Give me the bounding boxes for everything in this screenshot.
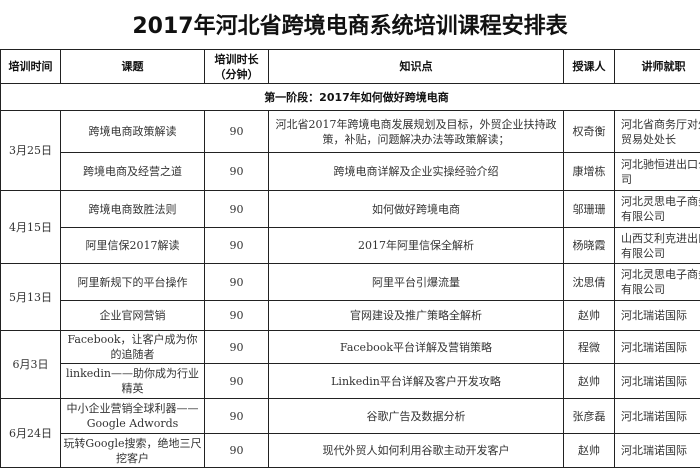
org-cell: 河北瑞诺国际 xyxy=(614,330,700,364)
date-cell: 6月3日 xyxy=(0,330,61,399)
schedule-table: 培训时间 课题 培训时长（分钟） 知识点 授课人 讲师就职 第一阶段：2017年… xyxy=(0,49,700,468)
table-row: 3月25日 跨境电商政策解读 90 河北省2017年跨境电商发展规划及目标，外贸企业扶… xyxy=(0,110,700,191)
points-cell: 如何做好跨境电商 xyxy=(268,190,564,228)
table-row: 4月15日跨境电商致胜法则90如何做好跨境电商邬珊珊河北灵思电子商务有限公司 xyxy=(0,190,700,264)
header-teacher: 授课人 xyxy=(563,49,615,84)
header-date: 培训时间 xyxy=(0,49,61,84)
date-cell: 3月25日 xyxy=(0,110,61,191)
header-points: 知识点 xyxy=(268,49,564,84)
points-cell: 官网建设及推广策略全解析 xyxy=(268,300,564,331)
topic-cell: 跨境电商政策解读 xyxy=(60,110,205,153)
teacher-cell: 邬珊珊 xyxy=(563,190,615,228)
table-row: linkedin——助你成为行业精英 90 Linkedin平台详解及客户开发攻略赵… xyxy=(1,363,700,399)
table-row: 阿里信保2017解读902017年阿里信保全解析杨晓霞山西艾利克进出口有限公司 xyxy=(1,227,700,264)
minutes-cell: 90 xyxy=(204,152,269,191)
topic-cell: 中小企业营销全球利器——Google Adwords xyxy=(60,398,205,434)
stage-title: 第一阶段：2017年如何做好跨境电商 xyxy=(0,83,700,111)
minutes-cell: 90 xyxy=(204,398,269,434)
header-topic: 课题 xyxy=(60,49,205,84)
minutes-cell: 90 xyxy=(204,363,269,399)
minutes-cell: 90 xyxy=(204,227,269,264)
points-cell: 谷歌广告及数据分析 xyxy=(268,398,564,434)
date-cell: 5月13日 xyxy=(0,263,61,331)
points-cell: 2017年阿里信保全解析 xyxy=(268,227,564,264)
topic-cell: 企业官网营销 xyxy=(60,300,205,331)
teacher-cell: 康增栋 xyxy=(563,152,615,191)
header-minutes: 培训时长（分钟） xyxy=(204,49,269,84)
teacher-cell: 权奇衡 xyxy=(563,110,615,153)
table-row: 玩转Google搜索，绝地三尺挖客户 90 现代外贸人如何利用谷歌主动开发客户 赵帅河… xyxy=(1,433,700,468)
org-cell: 河北驰恒进出口公司 xyxy=(614,152,700,191)
teacher-cell: 赵帅 xyxy=(563,433,615,468)
points-cell: 河北省2017年跨境电商发展规划及目标，外贸企业扶持政策，补贴，问题解决办法等政… xyxy=(268,110,564,153)
table-row: 跨境电商及经营之道90跨境电商详解及企业实操经验介绍康增栋河北驰恒进出口公司 xyxy=(1,152,700,191)
topic-cell: linkedin——助你成为行业精英 xyxy=(60,363,205,399)
page-title: 2017年河北省跨境电商系统培训课程安排表 xyxy=(132,14,568,39)
table-row: 6月3日 Facebook，让客户成为你的追随者 90 Facebook平台详解及营销… xyxy=(0,330,700,399)
minutes-cell: 90 xyxy=(204,263,269,301)
minutes-cell: 90 xyxy=(204,433,269,468)
topic-cell: 玩转Google搜索，绝地三尺挖客户 xyxy=(60,433,205,468)
org-cell: 河北灵思电子商务有限公司 xyxy=(614,190,700,228)
teacher-cell: 沈思倩 xyxy=(563,263,615,301)
org-cell: 河北瑞诺国际 xyxy=(614,363,700,399)
header-row: 培训时间 课题 培训时长（分钟） 知识点 授课人 讲师就职 xyxy=(0,49,700,84)
minutes-cell: 90 xyxy=(204,330,269,364)
points-cell: Linkedin平台详解及客户开发攻略 xyxy=(268,363,564,399)
topic-cell: 跨境电商及经营之道 xyxy=(60,152,205,191)
stage-row: 第一阶段：2017年如何做好跨境电商 xyxy=(0,83,700,111)
table-row: 6月24日 中小企业营销全球利器——Google Adwords 90 谷歌广告及数据… xyxy=(0,398,700,468)
table-row: 5月13日阿里新规下的平台操作90阿里平台引爆流量沈思倩河北灵思电子商务有限公司 xyxy=(0,263,700,331)
points-cell: 跨境电商详解及企业实操经验介绍 xyxy=(268,152,564,191)
date-cell: 4月15日 xyxy=(0,190,61,264)
org-cell: 河北瑞诺国际 xyxy=(614,300,700,331)
topic-cell: Facebook，让客户成为你的追随者 xyxy=(60,330,205,364)
minutes-cell: 90 xyxy=(204,300,269,331)
teacher-cell: 赵帅 xyxy=(563,363,615,399)
minutes-cell: 90 xyxy=(204,190,269,228)
table-row: 企业官网营销 90 官网建设及推广策略全解析 赵帅 河北瑞诺国际 xyxy=(1,300,700,331)
points-cell: Facebook平台详解及营销策略 xyxy=(268,330,564,364)
teacher-cell: 张彦磊 xyxy=(563,398,615,434)
topic-cell: 阿里新规下的平台操作 xyxy=(60,263,205,301)
minutes-cell: 90 xyxy=(204,110,269,153)
topic-cell: 跨境电商致胜法则 xyxy=(60,190,205,228)
org-cell: 河北瑞诺国际 xyxy=(614,398,700,434)
points-cell: 阿里平台引爆流量 xyxy=(268,263,564,301)
points-cell: 现代外贸人如何利用谷歌主动开发客户 xyxy=(268,433,564,468)
org-cell: 河北省商务厅对外贸易处处长 xyxy=(614,110,700,153)
date-cell: 6月24日 xyxy=(0,398,61,468)
org-cell: 河北瑞诺国际 xyxy=(614,433,700,468)
org-cell: 山西艾利克进出口有限公司 xyxy=(614,227,700,264)
header-org: 讲师就职 xyxy=(614,49,700,84)
topic-cell: 阿里信保2017解读 xyxy=(60,227,205,264)
teacher-cell: 程微 xyxy=(563,330,615,364)
org-cell: 河北灵思电子商务有限公司 xyxy=(614,263,700,301)
teacher-cell: 赵帅 xyxy=(563,300,615,331)
teacher-cell: 杨晓霞 xyxy=(563,227,615,264)
